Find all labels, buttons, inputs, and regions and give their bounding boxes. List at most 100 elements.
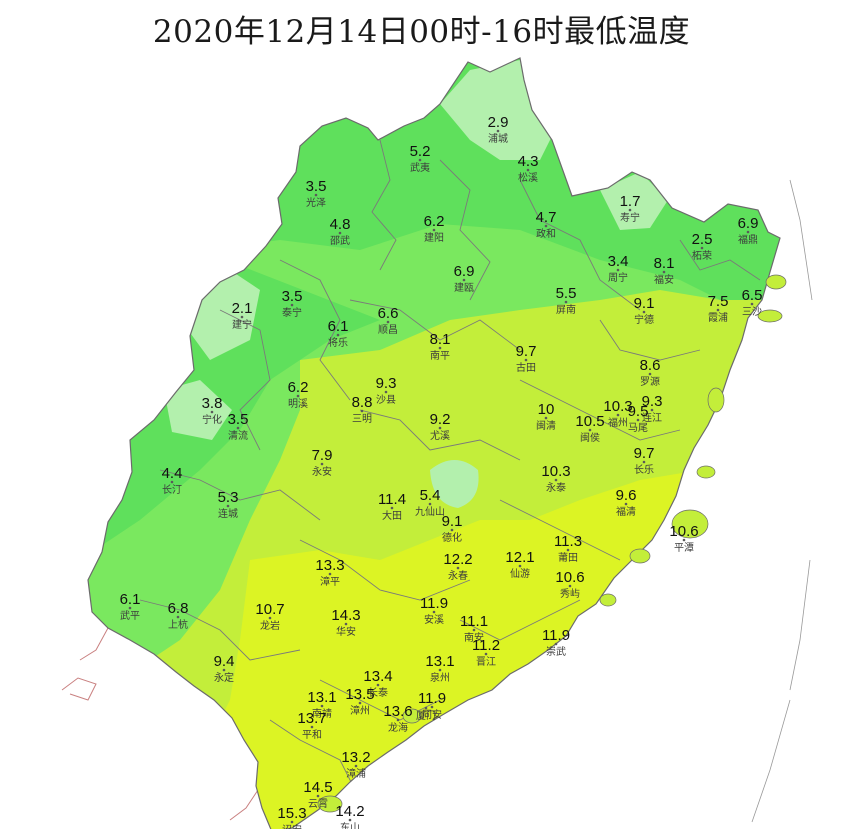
station-temperature: 9.6 bbox=[616, 487, 637, 504]
station-name: 龙岩 bbox=[260, 619, 280, 632]
station-name: 华安 bbox=[336, 625, 356, 638]
station-marker bbox=[226, 504, 230, 508]
station-marker bbox=[290, 303, 294, 307]
station-marker bbox=[418, 158, 422, 162]
station-temperature: 9.3 bbox=[376, 375, 397, 392]
station-temperature: 13.4 bbox=[363, 668, 392, 685]
station-temperature: 7.9 bbox=[312, 447, 333, 464]
station-temperature: 2.9 bbox=[488, 114, 509, 131]
station-marker bbox=[358, 701, 362, 705]
station-marker bbox=[360, 409, 364, 413]
station-44: 9.1德化 bbox=[442, 513, 463, 544]
station-name: 崇武 bbox=[546, 645, 566, 658]
station-marker bbox=[524, 358, 528, 362]
islands bbox=[317, 274, 787, 813]
station-name: 仙游 bbox=[510, 567, 530, 580]
station-temperature: 5.2 bbox=[410, 143, 431, 160]
station-marker bbox=[428, 502, 432, 506]
station-marker bbox=[700, 246, 704, 250]
station-marker bbox=[526, 168, 530, 172]
station-1: 5.2武夷 bbox=[410, 143, 431, 174]
station-name: 闽清 bbox=[536, 419, 556, 432]
station-temperature: 3.5 bbox=[306, 178, 327, 195]
station-marker bbox=[544, 416, 548, 420]
station-24: 9.3连江 bbox=[642, 393, 663, 424]
station-name: 永定 bbox=[214, 671, 234, 684]
station-name: 柘荣 bbox=[692, 249, 712, 262]
station-name: 将乐 bbox=[328, 337, 348, 349]
station-47: 11.3莆田 bbox=[554, 533, 582, 564]
station-name: 上杭 bbox=[168, 618, 188, 631]
station-45: 12.2永春 bbox=[443, 551, 472, 582]
station-temperature: 11.2 bbox=[472, 637, 500, 654]
station-temperature: 6.5 bbox=[742, 287, 763, 304]
station-61: 11.9同安 bbox=[418, 690, 446, 721]
station-name: 平和 bbox=[302, 729, 322, 741]
station-marker bbox=[336, 333, 340, 337]
station-temperature: 11.9 bbox=[542, 627, 570, 644]
station-temperature: 9.7 bbox=[634, 445, 655, 462]
station-temperature: 1.7 bbox=[620, 193, 641, 210]
station-name: 漳州 bbox=[350, 704, 370, 717]
station-marker bbox=[320, 704, 324, 708]
station-temperature: 10 bbox=[538, 401, 555, 418]
station-name: 建瓯 bbox=[454, 281, 474, 294]
station-marker bbox=[456, 566, 460, 570]
station-marker bbox=[588, 428, 592, 432]
station-temperature: 15.3 bbox=[277, 805, 306, 822]
station-29: 3.5清流 bbox=[228, 411, 249, 442]
station-temperature: 10.3 bbox=[541, 463, 570, 480]
station-43: 10.6 平潭 bbox=[669, 523, 698, 554]
station-name: 永春 bbox=[448, 569, 468, 582]
station-name: 光泽 bbox=[306, 196, 326, 209]
station-marker bbox=[624, 502, 628, 506]
station-35: 9.7 长乐 bbox=[634, 445, 655, 476]
station-name: 福州 bbox=[608, 416, 628, 429]
station-marker bbox=[662, 270, 666, 274]
station-59: 13.1泉州 bbox=[425, 653, 454, 684]
station-temperature: 3.5 bbox=[228, 411, 249, 428]
station-name: 连城 bbox=[218, 507, 238, 520]
station-name: 龙海 bbox=[388, 721, 408, 734]
station-name: 武夷 bbox=[410, 161, 430, 174]
station-temperature: 11.3 bbox=[554, 533, 582, 550]
station-marker bbox=[544, 224, 548, 228]
station-64: 13.6龙海 bbox=[383, 703, 412, 734]
station-marker bbox=[616, 268, 620, 272]
station-temperature: 11.9 bbox=[420, 595, 448, 612]
station-temperature: 9.4 bbox=[214, 653, 235, 670]
station-temperature: 4.3 bbox=[518, 153, 539, 170]
station-marker bbox=[128, 606, 132, 610]
station-name: 尤溪 bbox=[430, 429, 450, 442]
station-name: 福鼎 bbox=[738, 233, 758, 246]
station-temperature: 3.4 bbox=[608, 253, 629, 270]
station-marker bbox=[616, 413, 620, 417]
station-temperature: 14.5 bbox=[303, 779, 332, 796]
station-temperature: 13.1 bbox=[307, 689, 336, 706]
station-11: 3.4周宁 bbox=[608, 253, 629, 284]
station-temperature: 10.6 bbox=[669, 523, 698, 540]
station-27: 8.8 三明 bbox=[352, 394, 373, 425]
station-temperature: 9.1 bbox=[442, 513, 463, 530]
station-name: 德化 bbox=[442, 531, 462, 544]
station-marker bbox=[438, 346, 442, 350]
station-name: 南靖 bbox=[312, 707, 332, 720]
station-marker bbox=[268, 616, 272, 620]
station-temperature: 9.1 bbox=[634, 295, 655, 312]
station-name: 周宁 bbox=[608, 271, 628, 284]
station-marker bbox=[438, 426, 442, 430]
station-21: 9.7古田 bbox=[516, 343, 537, 374]
station-temperature: 10.5 bbox=[575, 413, 604, 430]
station-name: 漳浦 bbox=[346, 767, 366, 780]
station-name: 大田 bbox=[382, 509, 402, 522]
station-48: 10.6 秀屿 bbox=[555, 569, 584, 600]
station-temperature: 14.2 bbox=[335, 803, 364, 820]
station-marker bbox=[320, 462, 324, 466]
station-temperature: 13.5 bbox=[345, 686, 374, 703]
station-name: 屏南 bbox=[556, 303, 576, 316]
station-name: 建阳 bbox=[424, 231, 444, 244]
station-name: 马尾 bbox=[628, 422, 648, 434]
station-marker bbox=[296, 394, 300, 398]
